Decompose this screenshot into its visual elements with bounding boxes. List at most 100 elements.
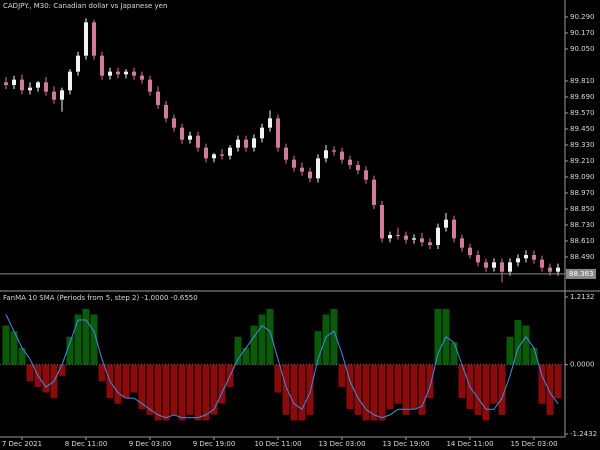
candle-body <box>12 79 16 85</box>
histogram-bar <box>498 364 506 415</box>
candle-body <box>76 55 80 72</box>
histogram-bar <box>362 364 370 421</box>
histogram-bar <box>10 331 18 365</box>
histogram-bar <box>74 314 82 365</box>
histogram-bar <box>298 364 306 421</box>
y-tick-label: 89.210 <box>570 157 595 165</box>
y-tick-label: 0.0000 <box>570 361 595 369</box>
histogram-bar <box>202 364 210 421</box>
candle-body <box>372 179 376 205</box>
histogram-bar <box>346 364 354 410</box>
histogram-bar <box>282 364 290 415</box>
candle-body <box>228 147 232 156</box>
candle-body <box>276 118 280 148</box>
candle-body <box>268 118 272 128</box>
candle-body <box>308 171 312 179</box>
histogram-bar <box>410 364 418 410</box>
candle-body <box>284 147 288 160</box>
histogram-bar <box>354 364 362 415</box>
y-tick-label: 89.690 <box>570 93 595 101</box>
signal-line <box>5 314 559 419</box>
x-tick-label: 9 Dec 19:00 <box>193 440 236 448</box>
candle-body <box>492 262 496 268</box>
candle-body <box>412 238 416 240</box>
histogram-bar <box>258 314 266 365</box>
candle-body <box>364 170 368 180</box>
histogram-bar <box>490 364 498 404</box>
histogram-bar <box>58 364 66 376</box>
candle-body <box>356 165 360 171</box>
histogram-bar <box>26 364 34 382</box>
histogram-bar <box>66 336 74 365</box>
histogram-bar <box>522 325 530 365</box>
histogram-bar <box>394 364 402 404</box>
candle-body <box>52 91 56 100</box>
y-tick-label: 88.850 <box>570 205 595 213</box>
candle-body <box>324 150 328 159</box>
x-tick-label: 8 Dec 11:00 <box>65 440 108 448</box>
chart-title: CADJPY., M30: Canadian dollar vs Japanes… <box>3 2 167 10</box>
histogram-bar <box>418 364 426 415</box>
candle-body <box>396 235 400 236</box>
candle-body <box>196 135 200 148</box>
histogram-bar <box>250 325 258 365</box>
candle-body <box>236 139 240 148</box>
candle-body <box>260 127 264 139</box>
candle-body <box>92 22 96 56</box>
candle-body <box>28 87 32 91</box>
candle-body <box>332 150 336 152</box>
candle-body <box>348 159 352 165</box>
candle-body <box>548 267 552 272</box>
candle-body <box>60 90 64 100</box>
histogram-bar <box>130 364 138 393</box>
histogram-bar <box>18 347 26 365</box>
y-tick-label: 90.050 <box>570 45 595 53</box>
candle-body <box>460 238 464 248</box>
y-tick-label: 89.810 <box>570 77 595 85</box>
candle-body <box>36 82 40 88</box>
y-tick-label: 89.450 <box>570 125 595 133</box>
histogram-bar <box>538 364 546 404</box>
y-tick-label: 89.330 <box>570 141 595 149</box>
y-tick-label: 1.2132 <box>570 293 595 301</box>
y-tick-label: 89.570 <box>570 109 595 117</box>
histogram-bar <box>546 364 554 415</box>
histogram-bar <box>210 364 218 415</box>
y-tick-label: 88.490 <box>570 253 595 261</box>
histogram-bar <box>114 364 122 404</box>
x-tick-label: 15 Dec 03:00 <box>510 440 557 448</box>
histogram-bar <box>234 336 242 365</box>
histogram-bar <box>218 364 226 404</box>
candle-body <box>476 255 480 263</box>
histogram-bar <box>2 325 10 365</box>
candle-body <box>172 118 176 128</box>
candle-body <box>188 135 192 140</box>
candle-body <box>132 71 136 76</box>
histogram-bar <box>402 364 410 415</box>
y-tick-label: 90.290 <box>570 13 595 21</box>
histogram-bar <box>426 364 434 399</box>
histogram-bar <box>482 364 490 421</box>
candle-body <box>516 258 520 263</box>
histogram-bar <box>530 347 538 365</box>
candle-body <box>140 75 144 80</box>
histogram-bar <box>474 364 482 415</box>
histogram-bar <box>274 364 282 393</box>
candle-body <box>468 247 472 255</box>
histogram-bar <box>266 308 274 365</box>
candle-body <box>204 147 208 159</box>
candle-body <box>452 219 456 239</box>
last-price-box <box>566 268 596 279</box>
candle-body <box>428 242 432 245</box>
y-tick-label: 88.730 <box>570 221 595 229</box>
candle-body <box>540 259 544 268</box>
histogram-bar <box>154 364 162 421</box>
x-tick-label: 13 Dec 03:00 <box>318 440 365 448</box>
y-tick-label: 89.090 <box>570 173 595 181</box>
candle-body <box>4 82 8 85</box>
candle-body <box>180 127 184 140</box>
histogram-bar <box>186 364 194 415</box>
histogram-bar <box>306 364 314 415</box>
candle-body <box>20 79 24 91</box>
